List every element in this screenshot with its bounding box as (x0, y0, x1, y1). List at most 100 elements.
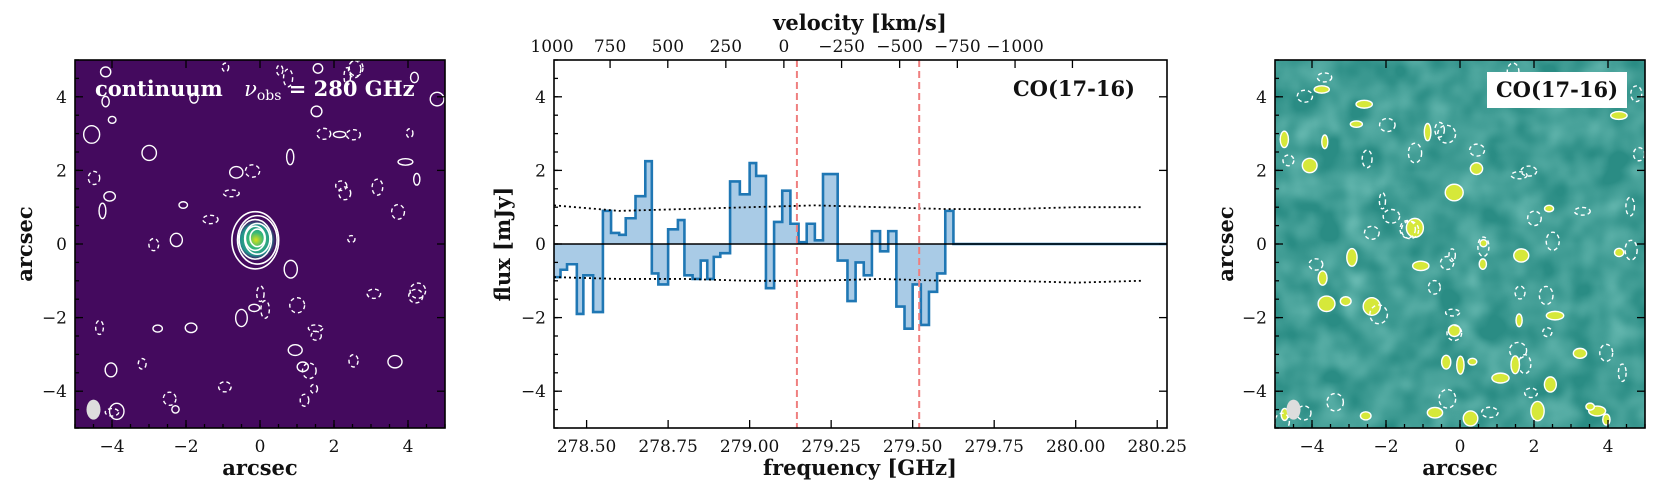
co-map-noise-contour (1599, 343, 1614, 362)
spectrum-ytick-label: −2 (521, 309, 546, 329)
continuum-noise-contour (217, 381, 232, 393)
co-map-noise-contour (1508, 341, 1528, 360)
continuum-noise-contour (310, 330, 322, 341)
continuum-noise-contour (87, 170, 101, 186)
continuum-noise-contour (310, 105, 323, 118)
continuum-noise-contour (409, 71, 420, 84)
co-map-bright-spot (1280, 131, 1289, 148)
continuum-noise-contour (397, 157, 414, 166)
continuum-title: continuum νobs = 280 GHz (95, 76, 415, 104)
co-map-xtick-label: 0 (1455, 437, 1466, 457)
spectrum-axis-ticks: 278.50 278.75 279.00 279.25 279.50 279.75 280.… (521, 37, 1187, 457)
co-map-noise-contour (1426, 406, 1444, 419)
co-map-noise-contour (1491, 372, 1510, 384)
spectrum-xtick-label: 280.25 (1127, 437, 1186, 457)
co-map-bright-spot (1412, 261, 1429, 271)
co-map-noise-contour (1427, 279, 1442, 295)
continuum-noise-contour (283, 259, 299, 279)
continuum-noise-contour (260, 299, 271, 319)
continuum-noise-contour (101, 95, 110, 108)
co-map-ytick-label: 0 (1256, 235, 1267, 255)
continuum-noise-contour (348, 353, 359, 368)
co-map-bright-spot (1340, 296, 1352, 306)
co-map-bright-spot (1610, 111, 1628, 120)
spectrum-top-tick-label: −250 (818, 37, 865, 57)
continuum-source-contour (231, 210, 280, 270)
spectrum-top-xlabel: velocity [km/s] (772, 10, 947, 35)
continuum-ytick-label: 4 (56, 88, 67, 108)
continuum-noise-contour (108, 402, 125, 421)
co-map-noise-contour (1613, 247, 1625, 258)
continuum-noise-contour (408, 288, 424, 304)
spectrum-ytick-label: −4 (521, 382, 546, 402)
spectrum-top-tick-label: 250 (710, 37, 742, 57)
co-map-noise-contour (1279, 130, 1290, 149)
continuum-noise-contour (221, 62, 230, 73)
co-map-bright-spot (1424, 123, 1431, 141)
co-map-noise-contour (1545, 231, 1560, 252)
spectrum-top-tick-label: −750 (934, 37, 981, 57)
co-map-bright-spot (1530, 401, 1545, 421)
co-map-noise-contour (1602, 413, 1611, 426)
continuum-noise-contour (348, 60, 364, 77)
co-map-xtick-label: −2 (1373, 437, 1398, 457)
co-map-ytick-label: 4 (1256, 88, 1267, 108)
continuum-noise-contour (103, 190, 117, 202)
continuum-noise-contour (285, 148, 295, 166)
continuum-noise-contour (104, 362, 118, 378)
co-map-bright-spot (1448, 324, 1461, 337)
co-map-noise-contour (1617, 363, 1627, 383)
continuum-noise-contour (244, 164, 261, 178)
continuum-contours (82, 60, 445, 421)
co-map-noise-contour (1363, 225, 1380, 241)
co-map-noise-contour (1572, 347, 1588, 360)
co-map-noise-contour (1467, 357, 1478, 366)
co-map-noise-contour (1514, 285, 1526, 300)
co-map-noise-contour (1321, 134, 1329, 150)
spectrum-xtick-label: 279.50 (883, 437, 942, 457)
co-map-ylabel: arcsec (1213, 206, 1238, 281)
spectrum-xlabel: frequency [GHz] (763, 455, 957, 480)
continuum-noise-contour (289, 296, 306, 314)
co-map-bright-spot (1318, 270, 1328, 286)
co-map-bright-spot (1470, 162, 1483, 175)
spectrum-top-tick-label: −1000 (986, 37, 1044, 57)
continuum-noise-contour (171, 404, 180, 414)
co-map-bright-spot (1573, 348, 1587, 359)
continuum-xtick-label: 4 (403, 437, 414, 457)
continuum-xtick-label: 0 (255, 437, 266, 457)
co-map-noise-contour (1520, 165, 1538, 177)
co-map-bright-spot (1513, 248, 1529, 263)
continuum-noise-contour (334, 180, 348, 192)
co-map-bright-spot (1346, 248, 1358, 267)
co-map-bright-spot (1544, 376, 1557, 393)
co-map-bright-spot (1445, 184, 1464, 201)
co-map-noise-contour (1346, 247, 1358, 267)
co-map-bright-spot (1456, 356, 1465, 375)
co-map-noise-contour (1523, 387, 1539, 399)
continuum-noise-contour (366, 288, 382, 300)
continuum-noise-contour (299, 393, 310, 407)
co-map-noise-contour (1542, 326, 1553, 338)
spectrum-ytick-label: 0 (535, 235, 546, 255)
continuum-noise-contour (345, 129, 362, 141)
co-map-bright-spot (1356, 100, 1373, 109)
co-map-bright-spot (1544, 205, 1554, 212)
continuum-noise-contour (256, 285, 265, 303)
continuum-noise-contour (390, 203, 406, 220)
co-map-noise-contour (1339, 296, 1352, 307)
co-map-noise-contour (1369, 304, 1389, 325)
co-map-noise-contour (1423, 122, 1432, 142)
co-map-label-box (1487, 72, 1627, 108)
continuum-noise-contour (316, 127, 332, 140)
continuum-noise-contour (234, 308, 248, 328)
co-map-noise-contour (1530, 400, 1545, 422)
continuum-noise-contour (343, 66, 352, 86)
continuum-noise-contour (248, 303, 261, 313)
co-map-xlabel: arcsec (1422, 455, 1497, 480)
continuum-noise-contour (82, 124, 101, 144)
continuum-noise-contour (312, 63, 324, 74)
co-map-noise-contour (1308, 258, 1324, 271)
co-map-noise-contour (1362, 296, 1382, 316)
spectrum-xtick-label: 279.00 (720, 437, 779, 457)
